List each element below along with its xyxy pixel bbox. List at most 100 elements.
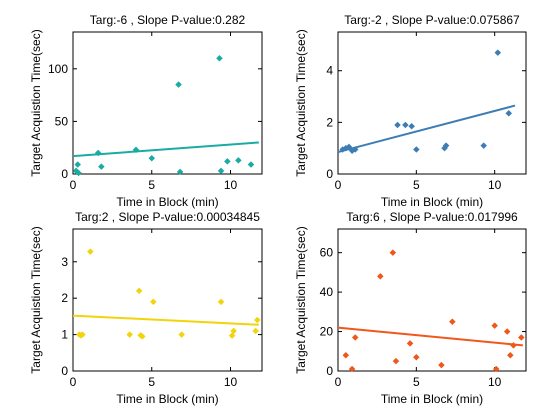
x-axis-label: Time in Block (min) [116, 392, 218, 406]
data-point [402, 121, 409, 129]
data-point [148, 154, 156, 162]
y-tick-label: 3 [61, 255, 68, 269]
x-tick-label: 0 [70, 375, 77, 389]
subplot-3: 0 5 10 0 1 2 3 Targ:2 , Slope P-value:0.0003484… [29, 210, 263, 406]
data-point [132, 146, 140, 154]
y-axis-label: Target Acquistion Time(sec) [294, 29, 308, 176]
y-tick-label: 100 [48, 62, 68, 76]
data-point [408, 122, 415, 130]
data-point [247, 161, 255, 168]
data-point [412, 353, 420, 361]
x-axis-label: Time in Block (min) [116, 195, 218, 209]
data-point [492, 365, 500, 373]
y-tick-label: 50 [55, 114, 69, 128]
y-tick-label: 0 [326, 364, 333, 378]
subplot-2: 0 5 10 0 2 4 Targ:-2 , Slope P-value:0.075867 T… [294, 13, 527, 209]
axes-box [72, 228, 263, 372]
data-point [342, 351, 350, 359]
data-point [406, 340, 414, 347]
data-point [510, 342, 517, 349]
x-axis-label: Time in Block (min) [381, 195, 483, 209]
data-point [503, 328, 511, 335]
x-tick-label: 10 [224, 375, 238, 389]
subplot-title: Targ:2 , Slope P-value:0.00034845 [75, 210, 260, 224]
x-tick-label: 5 [148, 375, 155, 389]
y-tick-label: 4 [326, 64, 333, 78]
x-axis-label: Time in Block (min) [381, 392, 483, 406]
data-point [253, 316, 261, 324]
data-point [394, 121, 401, 129]
data-point [149, 298, 157, 306]
data-point [348, 365, 356, 373]
data-point [79, 331, 86, 338]
data-point [491, 322, 499, 329]
data-point [94, 149, 102, 157]
fit-line [337, 326, 523, 347]
data-point [138, 333, 146, 340]
y-axis-label: Target Acquistion Time(sec) [294, 226, 308, 373]
data-point [494, 49, 502, 57]
x-tick-label: 10 [224, 178, 238, 192]
data-point [506, 351, 514, 359]
data-point [97, 163, 105, 170]
data-point [175, 81, 182, 88]
data-point [217, 298, 225, 306]
y-axis-label: Target Acquistion Time(sec) [29, 226, 43, 373]
data-point [351, 334, 359, 341]
data-point [126, 331, 134, 338]
data-point [392, 357, 400, 365]
data-point [442, 142, 450, 149]
x-tick-label: 10 [488, 178, 502, 192]
data-point [252, 327, 260, 335]
data-point [217, 167, 225, 175]
x-tick-label: 10 [488, 375, 502, 389]
data-point [74, 161, 82, 168]
y-tick-label: 2 [326, 115, 333, 129]
y-tick-label: 0 [61, 167, 68, 181]
data-point [376, 272, 384, 280]
fit-line [72, 314, 259, 326]
y-tick-label: 40 [320, 285, 334, 299]
data-point [351, 146, 359, 153]
data-point [449, 318, 456, 326]
subplot-title: Targ:-6 , Slope P-value:0.282 [90, 13, 246, 27]
x-tick-label: 5 [413, 178, 420, 192]
data-point [412, 146, 420, 153]
data-point [176, 168, 184, 176]
subplot-title: Targ:6 , Slope P-value:0.017996 [346, 210, 518, 224]
data-point [389, 249, 397, 257]
y-axis-label: Target Acquistion Time(sec) [29, 29, 43, 176]
fit-line [72, 141, 259, 158]
x-tick-label: 0 [335, 178, 342, 192]
data-point [223, 158, 231, 165]
axes-box [337, 228, 527, 372]
subplot-title: Targ:-2 , Slope P-value:0.075867 [344, 13, 520, 27]
axes-box [72, 31, 263, 175]
x-tick-label: 0 [70, 178, 77, 192]
data-point [480, 142, 488, 149]
data-point [235, 156, 242, 164]
data-point [517, 334, 525, 341]
y-tick-label: 20 [320, 325, 334, 339]
x-tick-label: 0 [335, 375, 342, 389]
axes-box [337, 31, 527, 175]
y-tick-label: 2 [61, 291, 68, 305]
y-tick-label: 1 [61, 328, 68, 342]
data-point [505, 109, 513, 117]
data-point [178, 331, 186, 338]
data-point [86, 248, 94, 255]
x-tick-label: 5 [413, 375, 420, 389]
data-point [230, 327, 238, 335]
y-tick-label: 60 [320, 246, 334, 260]
data-point [216, 54, 223, 62]
y-tick-label: 0 [61, 364, 68, 378]
y-tick-label: 0 [326, 167, 333, 181]
data-point [135, 287, 143, 295]
data-point [75, 169, 82, 177]
data-point [438, 361, 445, 369]
x-tick-label: 5 [148, 178, 155, 192]
subplot-4: 0 5 10 0 20 40 60 Targ:6 , Slope P-value:0.0179… [294, 210, 527, 406]
data-point [345, 143, 353, 151]
